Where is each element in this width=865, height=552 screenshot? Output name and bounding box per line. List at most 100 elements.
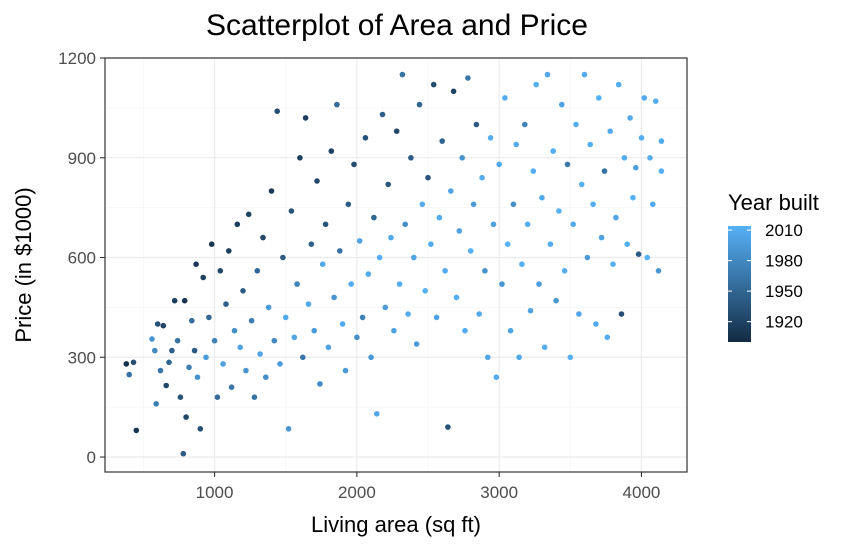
data-point <box>294 281 300 287</box>
data-point <box>627 115 633 121</box>
data-point <box>567 354 574 361</box>
data-point <box>638 135 645 141</box>
data-point <box>615 81 622 88</box>
data-point <box>482 268 488 274</box>
data-point <box>130 359 137 366</box>
data-point <box>211 337 218 344</box>
data-point <box>496 161 503 168</box>
y-tick-label: 1200 <box>58 49 96 68</box>
y-tick-label: 600 <box>68 249 96 268</box>
data-point <box>186 364 192 371</box>
data-point <box>442 268 448 274</box>
data-point <box>544 71 551 78</box>
data-point <box>339 321 346 327</box>
data-point <box>448 188 454 194</box>
data-point <box>573 121 579 128</box>
data-point <box>450 88 457 95</box>
x-tick-label: 3000 <box>480 483 518 502</box>
data-point <box>337 248 343 254</box>
data-point <box>226 248 232 254</box>
data-point <box>342 367 349 374</box>
data-point <box>331 294 337 301</box>
data-point <box>456 228 463 234</box>
data-point <box>291 334 298 341</box>
data-point <box>485 354 491 361</box>
x-tick-label: 1000 <box>196 483 234 502</box>
data-point <box>157 367 164 374</box>
data-point <box>388 234 394 241</box>
data-point <box>376 254 383 261</box>
data-point <box>149 336 155 342</box>
data-point <box>154 321 161 327</box>
data-point <box>362 135 369 141</box>
data-point <box>285 426 292 432</box>
data-point <box>345 201 352 208</box>
data-point <box>308 241 315 247</box>
data-point <box>234 221 241 228</box>
chart-title: Scatterplot of Area and Price <box>206 9 588 42</box>
data-point <box>334 101 340 108</box>
data-point <box>419 201 426 208</box>
data-point <box>439 138 446 144</box>
data-point <box>533 81 539 88</box>
data-point <box>254 268 261 274</box>
data-point <box>328 148 335 154</box>
data-point <box>133 427 140 434</box>
data-point <box>152 347 158 354</box>
data-point <box>576 311 582 317</box>
data-point <box>265 304 272 311</box>
data-point <box>553 297 559 304</box>
data-point <box>430 81 437 88</box>
data-point <box>257 351 263 357</box>
data-point <box>610 261 616 268</box>
data-point <box>658 168 665 174</box>
data-point <box>570 221 576 228</box>
data-point <box>522 121 528 128</box>
data-point <box>193 261 199 268</box>
data-point <box>408 155 414 161</box>
data-point <box>541 344 548 351</box>
data-point <box>436 214 443 221</box>
data-point <box>271 337 278 344</box>
data-point <box>356 238 363 244</box>
data-point <box>183 414 189 420</box>
data-point <box>379 111 386 118</box>
data-point <box>590 201 596 208</box>
data-point <box>163 382 169 389</box>
data-point <box>413 341 420 347</box>
data-point <box>564 161 571 168</box>
data-point <box>231 327 238 334</box>
data-point <box>311 327 318 334</box>
data-point <box>601 168 608 174</box>
data-point <box>365 271 372 277</box>
data-point <box>374 411 380 417</box>
data-point <box>513 141 519 148</box>
data-point <box>462 327 468 334</box>
x-axis-title: Living area (sq ft) <box>311 512 481 537</box>
data-point <box>268 188 275 194</box>
legend-tick-label: 1950 <box>765 282 803 301</box>
data-point <box>314 178 320 184</box>
data-point <box>516 354 522 361</box>
data-point <box>300 354 306 361</box>
minor-grid <box>105 58 687 472</box>
data-point <box>527 307 534 314</box>
y-tick-label: 900 <box>68 149 96 168</box>
data-point <box>371 214 377 221</box>
data-point <box>354 334 360 341</box>
data-point <box>181 297 188 304</box>
data-points <box>123 71 665 457</box>
data-point <box>465 75 471 81</box>
data-point <box>245 211 252 218</box>
data-point <box>644 254 650 261</box>
data-point <box>604 334 611 341</box>
data-point <box>348 281 355 287</box>
data-point <box>174 337 181 344</box>
data-point <box>559 101 565 108</box>
data-point <box>191 347 198 354</box>
data-point <box>487 135 494 141</box>
data-point <box>171 297 178 304</box>
data-point <box>277 361 283 367</box>
data-point <box>618 311 625 317</box>
